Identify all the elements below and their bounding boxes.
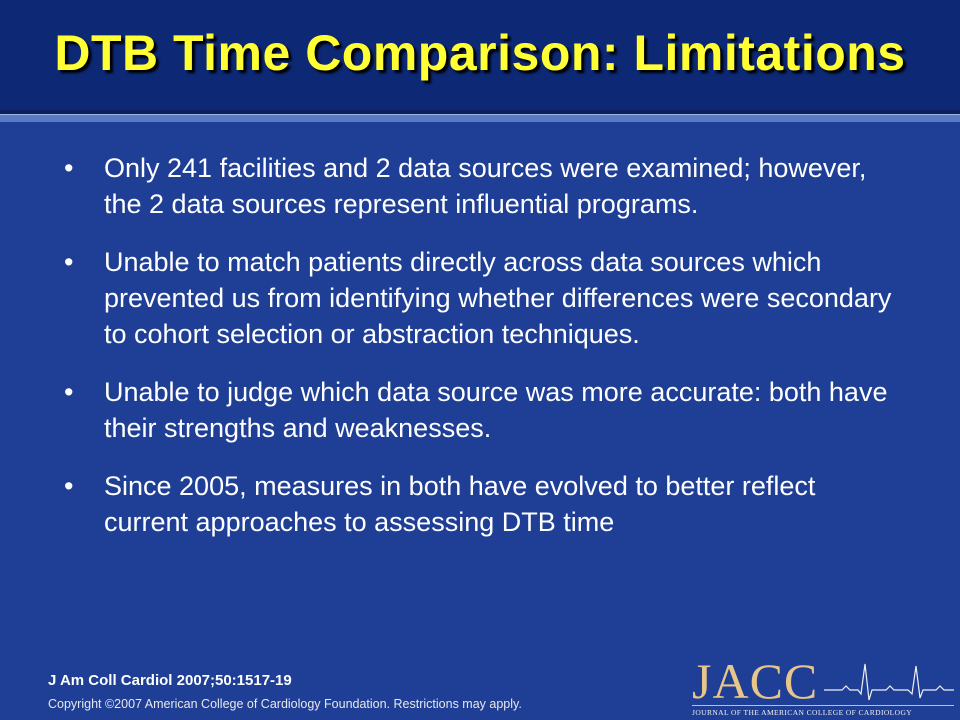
bullet-item: • Since 2005, measures in both have evol… bbox=[64, 468, 904, 540]
bullet-text: Since 2005, measures in both have evolve… bbox=[104, 471, 816, 537]
bullet-list: • Only 241 facilities and 2 data sources… bbox=[64, 150, 904, 562]
logo-subtitle: JOURNAL OF THE AMERICAN COLLEGE OF CARDI… bbox=[692, 708, 913, 717]
logo-rule bbox=[692, 705, 954, 706]
bullet-marker: • bbox=[64, 471, 74, 501]
bullet-marker: • bbox=[64, 377, 74, 407]
bullet-item: • Only 241 facilities and 2 data sources… bbox=[64, 150, 904, 222]
title-bar: DTB Time Comparison: Limitations bbox=[0, 0, 960, 110]
bullet-text: Unable to match patients directly across… bbox=[104, 247, 892, 349]
bullet-marker: • bbox=[64, 153, 74, 183]
title-divider-light bbox=[0, 114, 960, 122]
bullet-text: Only 241 facilities and 2 data sources w… bbox=[104, 153, 867, 219]
jacc-logo: JACC JOURNAL OF THE AMERICAN COLLEGE OF … bbox=[688, 654, 956, 718]
bullet-item: • Unable to judge which data source was … bbox=[64, 374, 904, 446]
ecg-trace-icon bbox=[824, 663, 954, 701]
title-divider-dark bbox=[0, 110, 960, 114]
journal-citation: J Am Coll Cardiol 2007;50:1517-19 bbox=[48, 672, 292, 689]
logo-wordmark: JACC bbox=[692, 653, 819, 709]
copyright-notice: Copyright ©2007 American College of Card… bbox=[48, 697, 522, 711]
slide-title: DTB Time Comparison: Limitations bbox=[54, 25, 906, 81]
bullet-text: Unable to judge which data source was mo… bbox=[104, 377, 888, 443]
bullet-marker: • bbox=[64, 247, 74, 277]
bullet-item: • Unable to match patients directly acro… bbox=[64, 244, 904, 352]
